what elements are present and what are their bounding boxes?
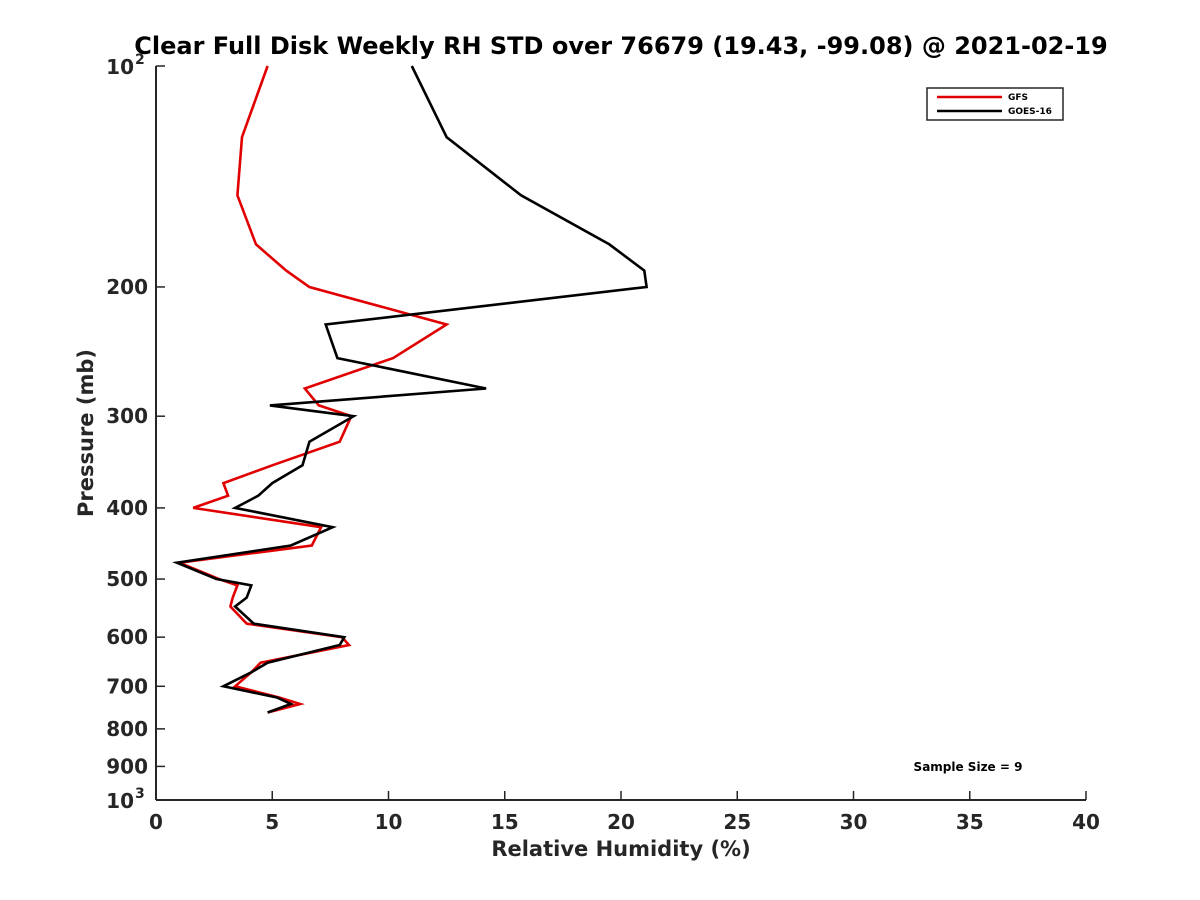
y-tick-label: 10 xyxy=(106,789,134,813)
sample-size-annotation: Sample Size = 9 xyxy=(914,760,1023,774)
x-tick-label: 25 xyxy=(723,810,751,834)
y-tick-label-exponent: 3 xyxy=(135,786,145,802)
y-tick-label: 600 xyxy=(106,625,148,649)
legend-box xyxy=(926,87,1064,121)
y-tick-label: 10 xyxy=(106,55,134,79)
x-tick-label: 40 xyxy=(1072,810,1100,834)
y-tick-label: 800 xyxy=(106,717,148,741)
y-tick-label: 700 xyxy=(106,674,148,698)
chart-title: Clear Full Disk Weekly RH STD over 76679… xyxy=(134,32,1107,60)
x-tick-label: 10 xyxy=(375,810,403,834)
series-line-goes16 xyxy=(172,65,649,714)
y-tick-label-exponent: 2 xyxy=(135,52,145,68)
series-layer xyxy=(172,65,649,714)
x-tick-label: 5 xyxy=(265,810,279,834)
x-tick-label: 30 xyxy=(840,810,868,834)
x-tick-label: 20 xyxy=(607,810,635,834)
y-tick-label: 500 xyxy=(106,567,148,591)
y-tick-label: 300 xyxy=(106,404,148,428)
y-axis-label: Pressure (mb) xyxy=(74,349,98,517)
legend: GFS GOES-16 xyxy=(926,87,1064,121)
legend-label-gfs: GFS xyxy=(1008,93,1028,103)
x-tick-label: 15 xyxy=(491,810,519,834)
y-tick-label: 400 xyxy=(106,496,148,520)
legend-label-goes16: GOES-16 xyxy=(1008,107,1052,117)
x-tick-label: 35 xyxy=(956,810,984,834)
x-axis-label: Relative Humidity (%) xyxy=(491,837,750,861)
y-tick-label: 200 xyxy=(106,275,148,299)
x-tick-label: 0 xyxy=(149,810,163,834)
y-tick-label: 900 xyxy=(106,754,148,778)
